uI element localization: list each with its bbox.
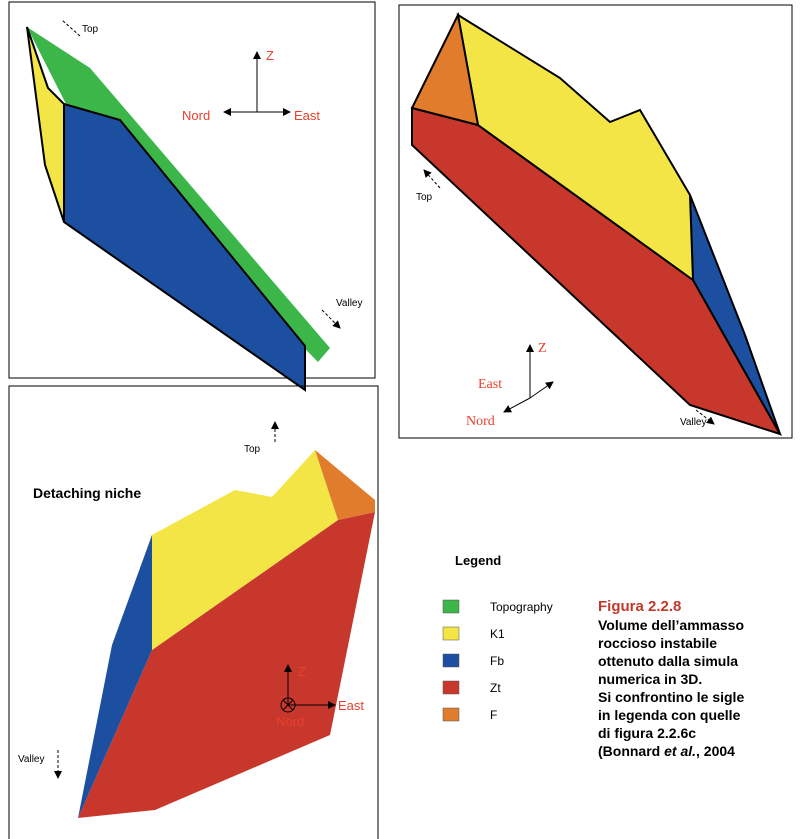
citation-text: (Bonnard [598, 743, 664, 759]
axis-label: East [478, 377, 502, 392]
direction-label: Valley [336, 298, 363, 309]
caption-line: Volume dell’ammasso [598, 616, 744, 634]
caption-line: in legenda con quelle [598, 706, 744, 724]
legend-swatch [443, 600, 459, 613]
page: Z Nord East Top Valley Z East Nord Top V… [0, 0, 801, 839]
direction-label: Top [416, 192, 433, 203]
caption-line: roccioso instabile [598, 634, 744, 652]
axis-label: Nord [466, 414, 495, 429]
axis-label: Z [298, 664, 306, 679]
legend-label: Topography [490, 600, 553, 614]
direction-label: Top [82, 24, 99, 35]
axis-arrow [504, 398, 530, 412]
axis-label: Z [266, 48, 274, 63]
direction-arrow [62, 20, 80, 36]
legend-label: K1 [490, 627, 505, 641]
legend-swatch [443, 627, 459, 640]
legend-label: Fb [490, 654, 504, 668]
legend-title: Legend [455, 553, 501, 568]
panel-title: Detaching niche [33, 485, 141, 501]
axis-label: East [294, 108, 320, 123]
caption-line: numerica in 3D. [598, 670, 744, 688]
citation-text: , 2004 [696, 743, 735, 759]
direction-arrow [424, 170, 440, 188]
fb-face [64, 104, 305, 390]
axis-label: Nord [276, 714, 304, 729]
caption-line: ottenuto dalla simula [598, 652, 744, 670]
caption-citation: (Bonnard et al., 2004 [598, 742, 744, 760]
caption-line: di figura 2.2.6c [598, 724, 744, 742]
legend: Legend Topography K1 Fb Zt F [443, 553, 553, 722]
axis-arrow [530, 382, 553, 398]
caption-line: Si confrontino le sigle [598, 688, 744, 706]
legend-swatch [443, 654, 459, 667]
legend-label: F [490, 708, 497, 722]
legend-swatch [443, 708, 459, 721]
caption-title: Figura 2.2.8 [598, 598, 744, 616]
direction-label: Top [244, 444, 261, 455]
legend-label: Zt [490, 681, 501, 695]
axis-label: Nord [182, 108, 210, 123]
direction-arrow [322, 310, 340, 328]
axis-label: East [338, 698, 364, 713]
citation-text: et al. [664, 743, 696, 759]
direction-label: Valley [680, 417, 707, 428]
direction-label: Valley [18, 754, 45, 765]
axis-label: Z [538, 341, 547, 356]
legend-swatch [443, 681, 459, 694]
